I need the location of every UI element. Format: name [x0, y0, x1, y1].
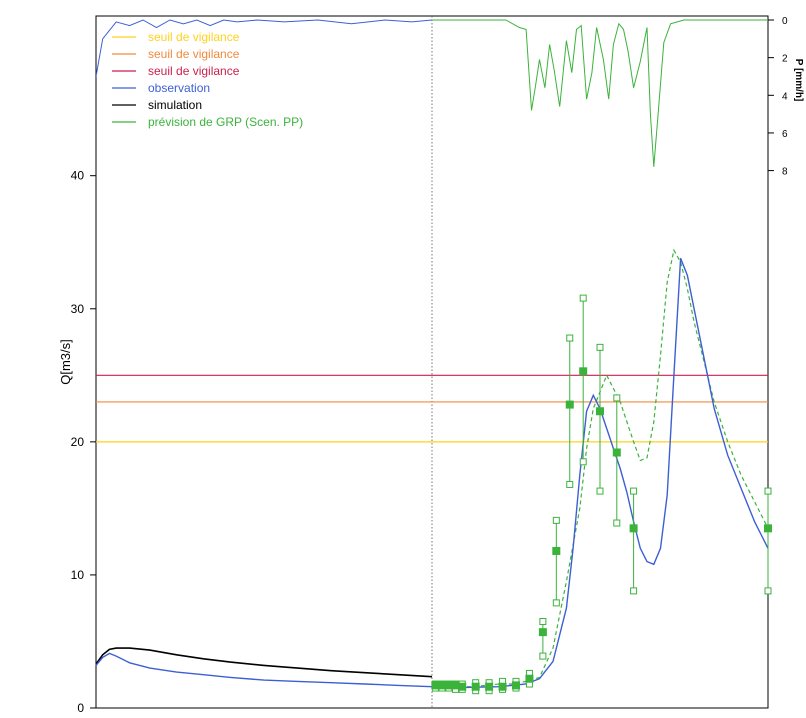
forecast-high-marker [579, 294, 587, 302]
legend-label-1: seuil de vigilance [148, 30, 240, 44]
forecast-median-marker [512, 681, 520, 690]
right-tick-label: 4 [782, 91, 788, 102]
forecast-median-marker [552, 546, 561, 555]
forecast-high-marker [764, 487, 772, 495]
observation-line [95, 257, 769, 689]
forecast-high-marker [552, 516, 560, 524]
legend-label-6: prévision de GRP (Scen. PP) [148, 115, 303, 129]
legend-label-4: observation [148, 81, 210, 95]
forecast-median-marker [764, 524, 772, 533]
forecast-median-marker [444, 681, 453, 690]
precipitation-layer [96, 19, 768, 167]
forecast-median-marker [451, 681, 460, 690]
forecast-low-marker [613, 519, 621, 527]
precipitation-observed-line [96, 19, 432, 77]
y-tick-label: 0 [77, 701, 84, 715]
y-axis-label: Q[m3/s] [58, 339, 73, 385]
forecast-high-marker [630, 487, 638, 495]
forecast-median-marker [438, 681, 447, 690]
forecast-high-marker [539, 618, 547, 625]
forecast-median-marker [612, 448, 621, 457]
precipitation-forecast-line [432, 19, 768, 167]
forecast-low-marker [566, 480, 574, 488]
forecast-high-marker [613, 394, 621, 402]
right-tick-label: 0 [782, 16, 788, 27]
forecast-median-marker [471, 682, 480, 691]
forecast-low-marker [630, 587, 638, 595]
forecast-high-marker [566, 334, 574, 342]
axis-layer: 0 10 20 30 40 0 2 4 6 8 [71, 16, 788, 715]
legend: seuil de vigilance seuil de vigilance seui… [112, 30, 303, 129]
forecast-median-marker [565, 400, 574, 409]
forecast-median-marker [629, 524, 638, 533]
right-tick-label: 6 [782, 129, 788, 140]
y-tick-label: 10 [71, 568, 85, 582]
forecast-median-marker [538, 628, 547, 637]
forecast-low-marker [596, 487, 604, 495]
forecast-low-marker [552, 599, 560, 607]
legend-label-3: seuil de vigilance [148, 64, 240, 78]
forecast-median-marker [485, 682, 494, 691]
right-tick-label: 8 [782, 167, 788, 178]
forecast-low-marker [539, 652, 547, 660]
y-axis-label-right: P [mm/h] [793, 59, 804, 102]
y-tick-label: 30 [71, 302, 85, 316]
forecast-median-marker [525, 674, 534, 683]
forecast-median-marker [498, 682, 507, 691]
forecast-low-marker [579, 458, 587, 466]
forecast-points-layer [431, 294, 772, 695]
forecast-low-marker [764, 587, 772, 595]
forecast-median-marker [579, 367, 588, 376]
legend-label-5: simulation [148, 98, 202, 112]
legend-label-2: seuil de vigilance [148, 47, 240, 61]
forecast-median-marker [596, 407, 604, 416]
y-tick-label: 40 [71, 169, 85, 183]
forecast-median-marker [431, 681, 440, 690]
forecast-high-marker [596, 343, 604, 351]
right-tick-label: 2 [782, 54, 788, 65]
forecast-median-marker [458, 682, 467, 691]
simulation-line [95, 647, 433, 678]
y-tick-label: 20 [71, 435, 85, 449]
